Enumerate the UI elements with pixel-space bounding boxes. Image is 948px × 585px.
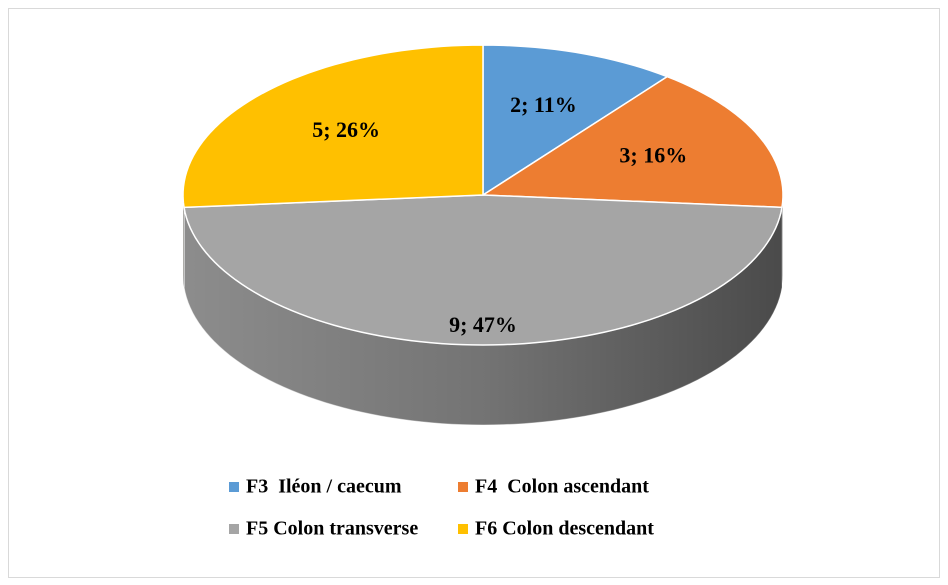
slice-side-shade [183, 195, 185, 288]
legend-label: F4 Colon ascendant [475, 476, 649, 498]
legend-label: F6 Colon descendant [475, 518, 654, 540]
legend-marker [229, 524, 239, 534]
slice [482, 44, 669, 197]
data-label: 3; 16% [619, 143, 687, 168]
legend-marker [458, 524, 468, 534]
data-label: 9; 47% [449, 312, 517, 337]
legend-label: F3 Iléon / caecum [246, 476, 402, 498]
legend-marker [458, 482, 468, 492]
slice [183, 194, 783, 346]
slice [480, 75, 784, 209]
legend-label: F5 Colon transverse [246, 518, 418, 540]
legend-marker [229, 482, 239, 492]
slice-side-shade [184, 207, 782, 425]
data-label: 5; 26% [312, 117, 380, 142]
slice [182, 44, 484, 209]
data-label: 2; 11% [510, 92, 577, 117]
